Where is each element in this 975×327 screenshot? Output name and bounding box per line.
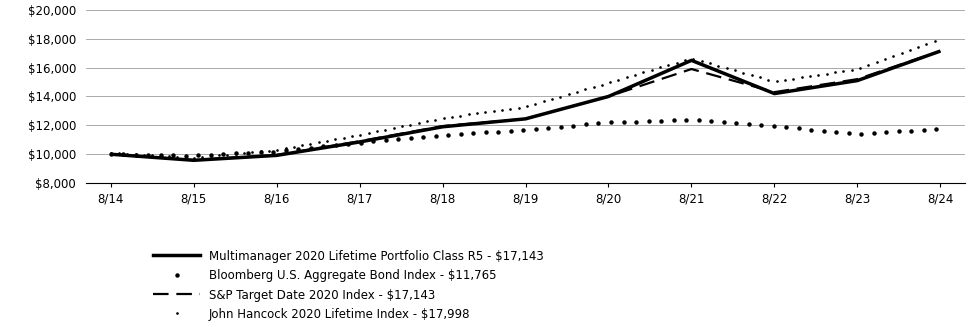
Legend: Multimanager 2020 Lifetime Portfolio Class R5 - $17,143, Bloomberg U.S. Aggregat: Multimanager 2020 Lifetime Portfolio Cla… bbox=[153, 250, 543, 321]
